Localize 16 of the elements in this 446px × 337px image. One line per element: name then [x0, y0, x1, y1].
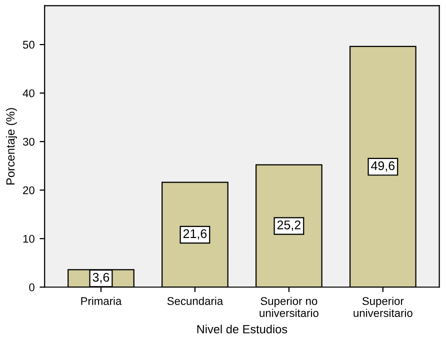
- x-tick-label: Superior universitario: [354, 296, 412, 317]
- y-tick-label: 40: [22, 89, 34, 98]
- x-tick-label: Secundaria: [167, 296, 224, 306]
- y-tick-label: 50: [22, 40, 34, 49]
- y-tick-label: 10: [23, 234, 34, 243]
- data-label: 25,2: [277, 220, 300, 231]
- x-axis-title: Nivel de Estudios: [197, 324, 288, 334]
- data-label: 3,6: [92, 272, 110, 284]
- x-tick-label: Superior no universitario: [260, 296, 318, 317]
- y-axis-title: Porcentaje (%): [6, 108, 17, 184]
- y-tick-label: 20: [23, 186, 34, 194]
- x-tick-label: Primaria: [81, 296, 122, 306]
- data-label: 21,6: [183, 229, 207, 240]
- y-tick-label: 0: [29, 283, 34, 292]
- data-label: 49,6: [371, 161, 395, 172]
- y-tick-label: 30: [22, 138, 34, 146]
